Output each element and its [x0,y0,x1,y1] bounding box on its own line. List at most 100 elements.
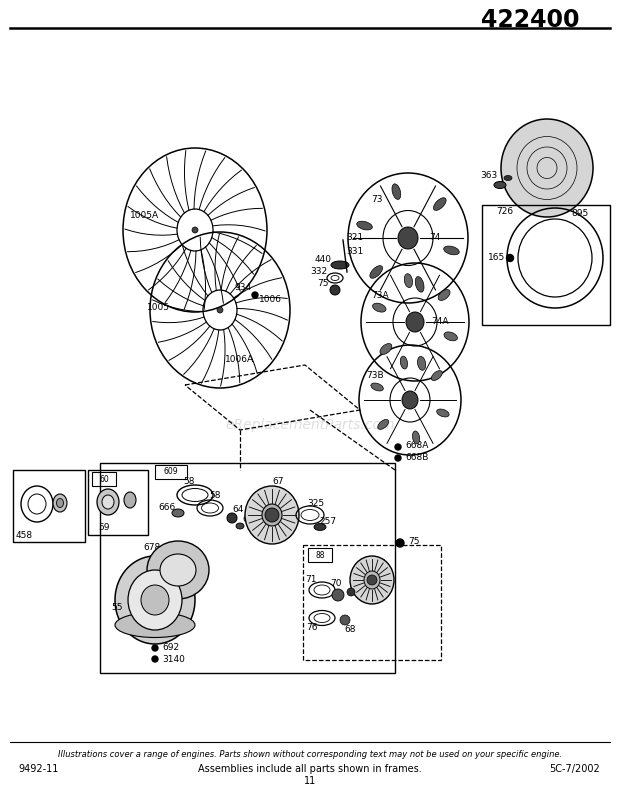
Bar [303,545,441,660]
Ellipse shape [406,312,424,332]
Text: 458: 458 [16,530,33,540]
Ellipse shape [236,523,244,529]
Text: 69: 69 [350,577,361,586]
Ellipse shape [350,556,394,604]
Ellipse shape [124,492,136,508]
Circle shape [227,513,237,523]
Ellipse shape [438,290,450,301]
Text: 23: 23 [517,143,529,152]
Circle shape [152,656,158,662]
Ellipse shape [378,419,389,429]
Text: 59: 59 [98,522,110,532]
Ellipse shape [501,119,593,217]
Text: 331: 331 [347,248,363,257]
Text: eReplacementParts.com: eReplacementParts.com [225,418,395,432]
Ellipse shape [102,495,114,509]
Text: 67: 67 [374,558,386,568]
Bar [88,470,148,535]
Ellipse shape [402,391,418,409]
Ellipse shape [53,494,67,512]
Text: 75: 75 [408,537,420,545]
Ellipse shape [392,184,401,200]
Ellipse shape [432,371,442,380]
Ellipse shape [97,489,119,515]
Circle shape [192,227,198,233]
Text: 67: 67 [272,476,284,485]
Bar [13,470,85,542]
Text: 321: 321 [347,233,363,242]
Text: 440: 440 [315,254,332,264]
Ellipse shape [444,246,459,255]
Ellipse shape [412,431,420,444]
Ellipse shape [417,356,426,371]
Ellipse shape [172,509,184,517]
Text: 71: 71 [305,576,317,585]
Text: 9492-11: 9492-11 [18,764,58,774]
Text: 165: 165 [489,253,506,261]
Text: 73: 73 [371,196,383,205]
Text: 1006: 1006 [259,295,281,305]
Bar [92,472,116,486]
Ellipse shape [404,273,412,288]
Circle shape [217,307,223,313]
Text: 11: 11 [304,776,316,786]
Ellipse shape [147,541,209,599]
Ellipse shape [160,554,196,586]
Text: 76: 76 [306,623,317,633]
Bar [155,465,187,479]
Ellipse shape [245,486,299,544]
Text: Illustrations cover a range of engines. Parts shown without corresponding text m: Illustrations cover a range of engines. … [58,750,562,759]
Text: 726: 726 [496,208,513,217]
Ellipse shape [115,613,195,638]
Ellipse shape [373,303,386,312]
Text: 668B: 668B [405,452,428,461]
Ellipse shape [370,265,383,278]
Text: 1005: 1005 [146,303,169,313]
Bar [100,463,395,673]
Text: 74: 74 [429,233,441,242]
Text: 73B: 73B [366,371,384,379]
Circle shape [395,444,401,450]
Text: 895: 895 [572,209,588,217]
Ellipse shape [262,504,282,526]
Text: 60: 60 [99,475,109,484]
Ellipse shape [380,343,392,354]
Circle shape [396,539,404,547]
Text: 58: 58 [210,492,221,500]
Ellipse shape [504,176,512,180]
Text: 692: 692 [162,642,179,651]
Text: 58: 58 [184,476,195,485]
Circle shape [340,615,350,625]
Ellipse shape [433,198,446,210]
Circle shape [265,508,279,522]
Circle shape [332,589,344,601]
Circle shape [330,285,340,295]
Text: 3140: 3140 [162,654,185,663]
Ellipse shape [401,356,407,369]
Ellipse shape [115,556,195,644]
Circle shape [367,575,377,585]
Ellipse shape [494,181,506,188]
Text: 63: 63 [242,515,254,524]
Ellipse shape [314,524,326,530]
Text: 668A: 668A [405,440,428,449]
Ellipse shape [141,585,169,615]
Text: 422400: 422400 [482,8,580,32]
Circle shape [152,645,158,651]
Circle shape [347,588,355,596]
Text: 74A: 74A [432,318,449,326]
Bar [482,205,610,325]
Circle shape [507,254,513,261]
Text: 73A: 73A [371,290,389,299]
Text: 934: 934 [234,282,252,291]
Ellipse shape [398,227,418,249]
Ellipse shape [56,499,63,508]
Ellipse shape [128,570,182,630]
Text: 68: 68 [344,626,356,634]
Ellipse shape [364,571,380,589]
Text: 75: 75 [317,280,329,289]
Text: 70: 70 [330,578,342,588]
Text: 666: 666 [158,504,175,512]
Text: 609: 609 [164,468,179,476]
Text: 5C-7/2002: 5C-7/2002 [549,764,600,774]
